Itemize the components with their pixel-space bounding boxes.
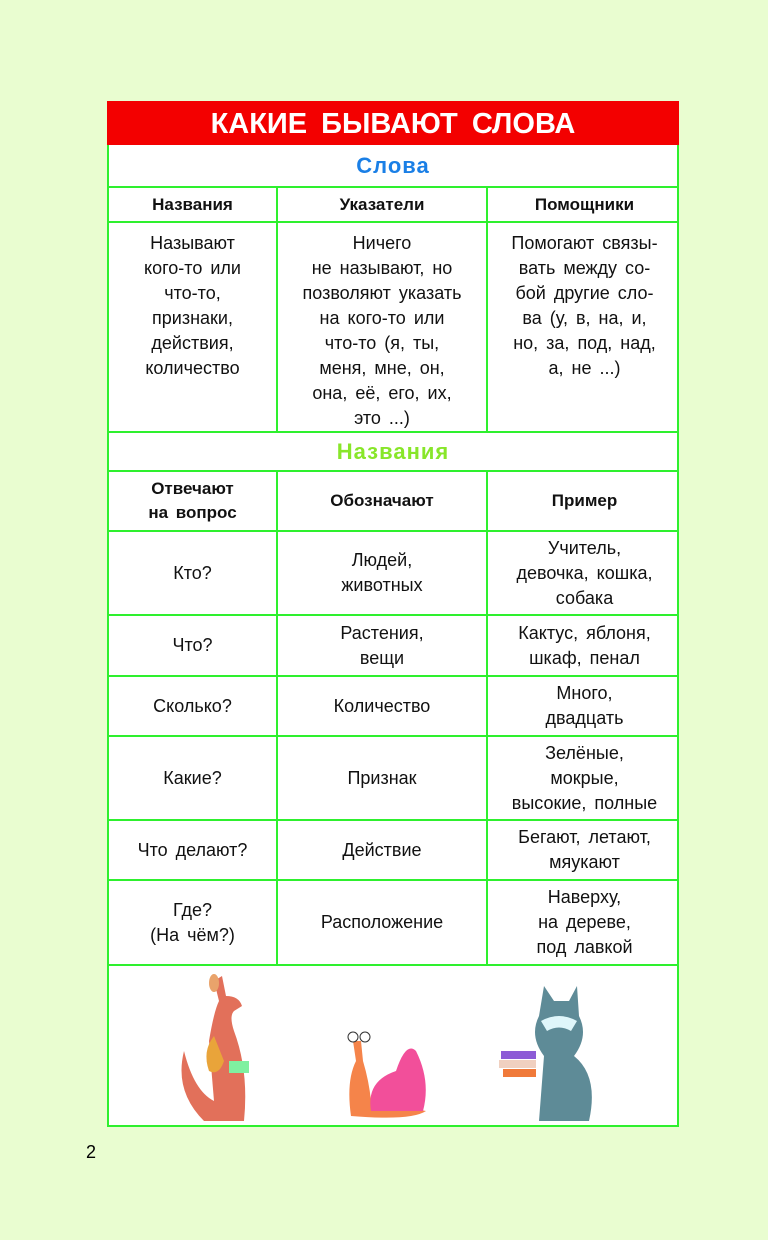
column-header: Помощники (486, 188, 681, 221)
table-cell: Что делают? (137, 839, 248, 860)
table-cell: Расположение (276, 881, 486, 964)
column-header: Указатели (276, 188, 486, 221)
table-cell: Признак (276, 737, 486, 819)
page-title: КАКИЕ БЫВАЮТ СЛОВА (107, 101, 679, 145)
table-cell: Что? (172, 635, 213, 655)
table-cell: Много, двадцать (486, 677, 681, 735)
table-cell: Называют кого-то или что-то, признаки, д… (144, 233, 241, 378)
raccoon-illustration (499, 986, 592, 1121)
section-heading-words: Слова (107, 145, 679, 188)
header-row: Отвечают на вопрос Обозначают Пример (107, 472, 679, 532)
kangaroo-illustration (181, 974, 249, 1121)
table-cell: Людей, животных (276, 532, 486, 614)
table-row: Называют кого-то или что-то, признаки, д… (107, 223, 679, 433)
table-cell: Кто? (173, 562, 212, 583)
table-cell: Кактус, яблоня, шкаф, пенал (486, 616, 681, 675)
table-row: Что? Растения, вещи Кактус, яблоня, шкаф… (107, 616, 679, 677)
table-row: Где? (На чём?) Расположение Наверху, на … (107, 881, 679, 966)
table-cell: Растения, вещи (276, 616, 486, 675)
table-row: Кто? Людей, животных Учитель, девочка, к… (107, 532, 679, 616)
page-number: 2 (86, 1142, 97, 1162)
table-row: Сколько? Количество Много, двадцать (107, 677, 679, 737)
table-cell: Действие (276, 821, 486, 879)
column-header: Названия (152, 194, 233, 214)
table-cell: Количество (276, 677, 486, 735)
column-header: Обозначают (276, 472, 486, 530)
table-cell: Сколько? (153, 695, 232, 716)
table-cell: Какие? (163, 767, 222, 788)
table-cell: Где? (На чём?) (150, 899, 235, 945)
words-table: КАКИЕ БЫВАЮТ СЛОВА Слова Названия Указат… (107, 101, 679, 1127)
column-header: Отвечают на вопрос (148, 479, 237, 522)
section-heading-names: Названия (107, 433, 679, 472)
table-cell: Зелёные, мокрые, высокие, полные (486, 737, 681, 819)
snail-illustration (347, 1031, 426, 1118)
header-row: Названия Указатели Помощники (107, 188, 679, 223)
table-cell: Учитель, девочка, кошка, собака (486, 532, 681, 614)
table-cell: Наверху, на дереве, под лавкой (486, 881, 681, 964)
table-row: Какие? Признак Зелёные, мокрые, высокие,… (107, 737, 679, 821)
table-cell: Помогают связы- вать между со- бой други… (486, 223, 681, 431)
illustrations (107, 966, 679, 1127)
table-cell: Ничего не называют, но позволяют указать… (276, 223, 486, 431)
table-row: Что делают? Действие Бегают, летают, мяу… (107, 821, 679, 881)
column-header: Пример (486, 472, 681, 530)
table-cell: Бегают, летают, мяукают (486, 821, 681, 879)
